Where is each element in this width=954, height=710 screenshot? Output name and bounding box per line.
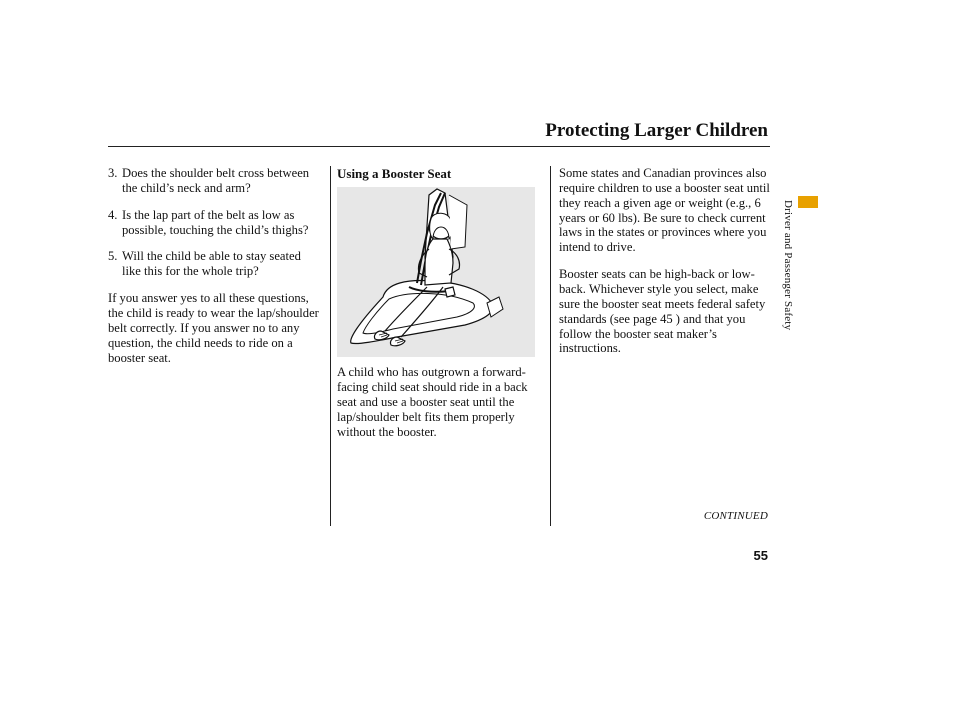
page-number: 55 [754, 548, 768, 563]
item-text: Is the lap part of the belt as low as po… [122, 208, 322, 238]
item-text: Does the shoulder belt cross between the… [122, 166, 322, 196]
booster-seat-svg [337, 187, 535, 357]
column-1: 3. Does the shoulder belt cross between … [108, 166, 330, 526]
item-text: Will the child be able to stay seated li… [122, 249, 322, 279]
page-reference: 45 [660, 312, 673, 326]
paragraph: Booster seats can be high-back or low-ba… [559, 267, 770, 356]
column-2: Using a Booster Seat [330, 166, 550, 526]
paragraph: If you answer yes to all these questions… [108, 291, 322, 365]
page-title: Protecting Larger Children [545, 120, 768, 142]
booster-seat-illustration [337, 187, 535, 357]
item-number: 3. [108, 166, 122, 196]
column-3: Some states and Canadian provinces also … [550, 166, 770, 526]
paragraph: A child who has outgrown a forward-facin… [337, 365, 544, 439]
checklist: 3. Does the shoulder belt cross between … [108, 166, 322, 279]
item-number: 5. [108, 249, 122, 279]
title-rule [108, 146, 770, 147]
paragraph: Some states and Canadian provinces also … [559, 166, 770, 255]
checklist-item: 5. Will the child be able to stay seated… [108, 249, 322, 279]
checklist-item: 4. Is the lap part of the belt as low as… [108, 208, 322, 238]
subheading: Using a Booster Seat [337, 166, 544, 181]
item-number: 4. [108, 208, 122, 238]
continued-label: CONTINUED [704, 510, 768, 522]
content-columns: 3. Does the shoulder belt cross between … [108, 166, 770, 526]
section-side-label: Driver and Passenger Safety [778, 200, 794, 380]
page: Protecting Larger Children Driver and Pa… [0, 0, 954, 710]
section-tab [798, 196, 818, 208]
checklist-item: 3. Does the shoulder belt cross between … [108, 166, 322, 196]
